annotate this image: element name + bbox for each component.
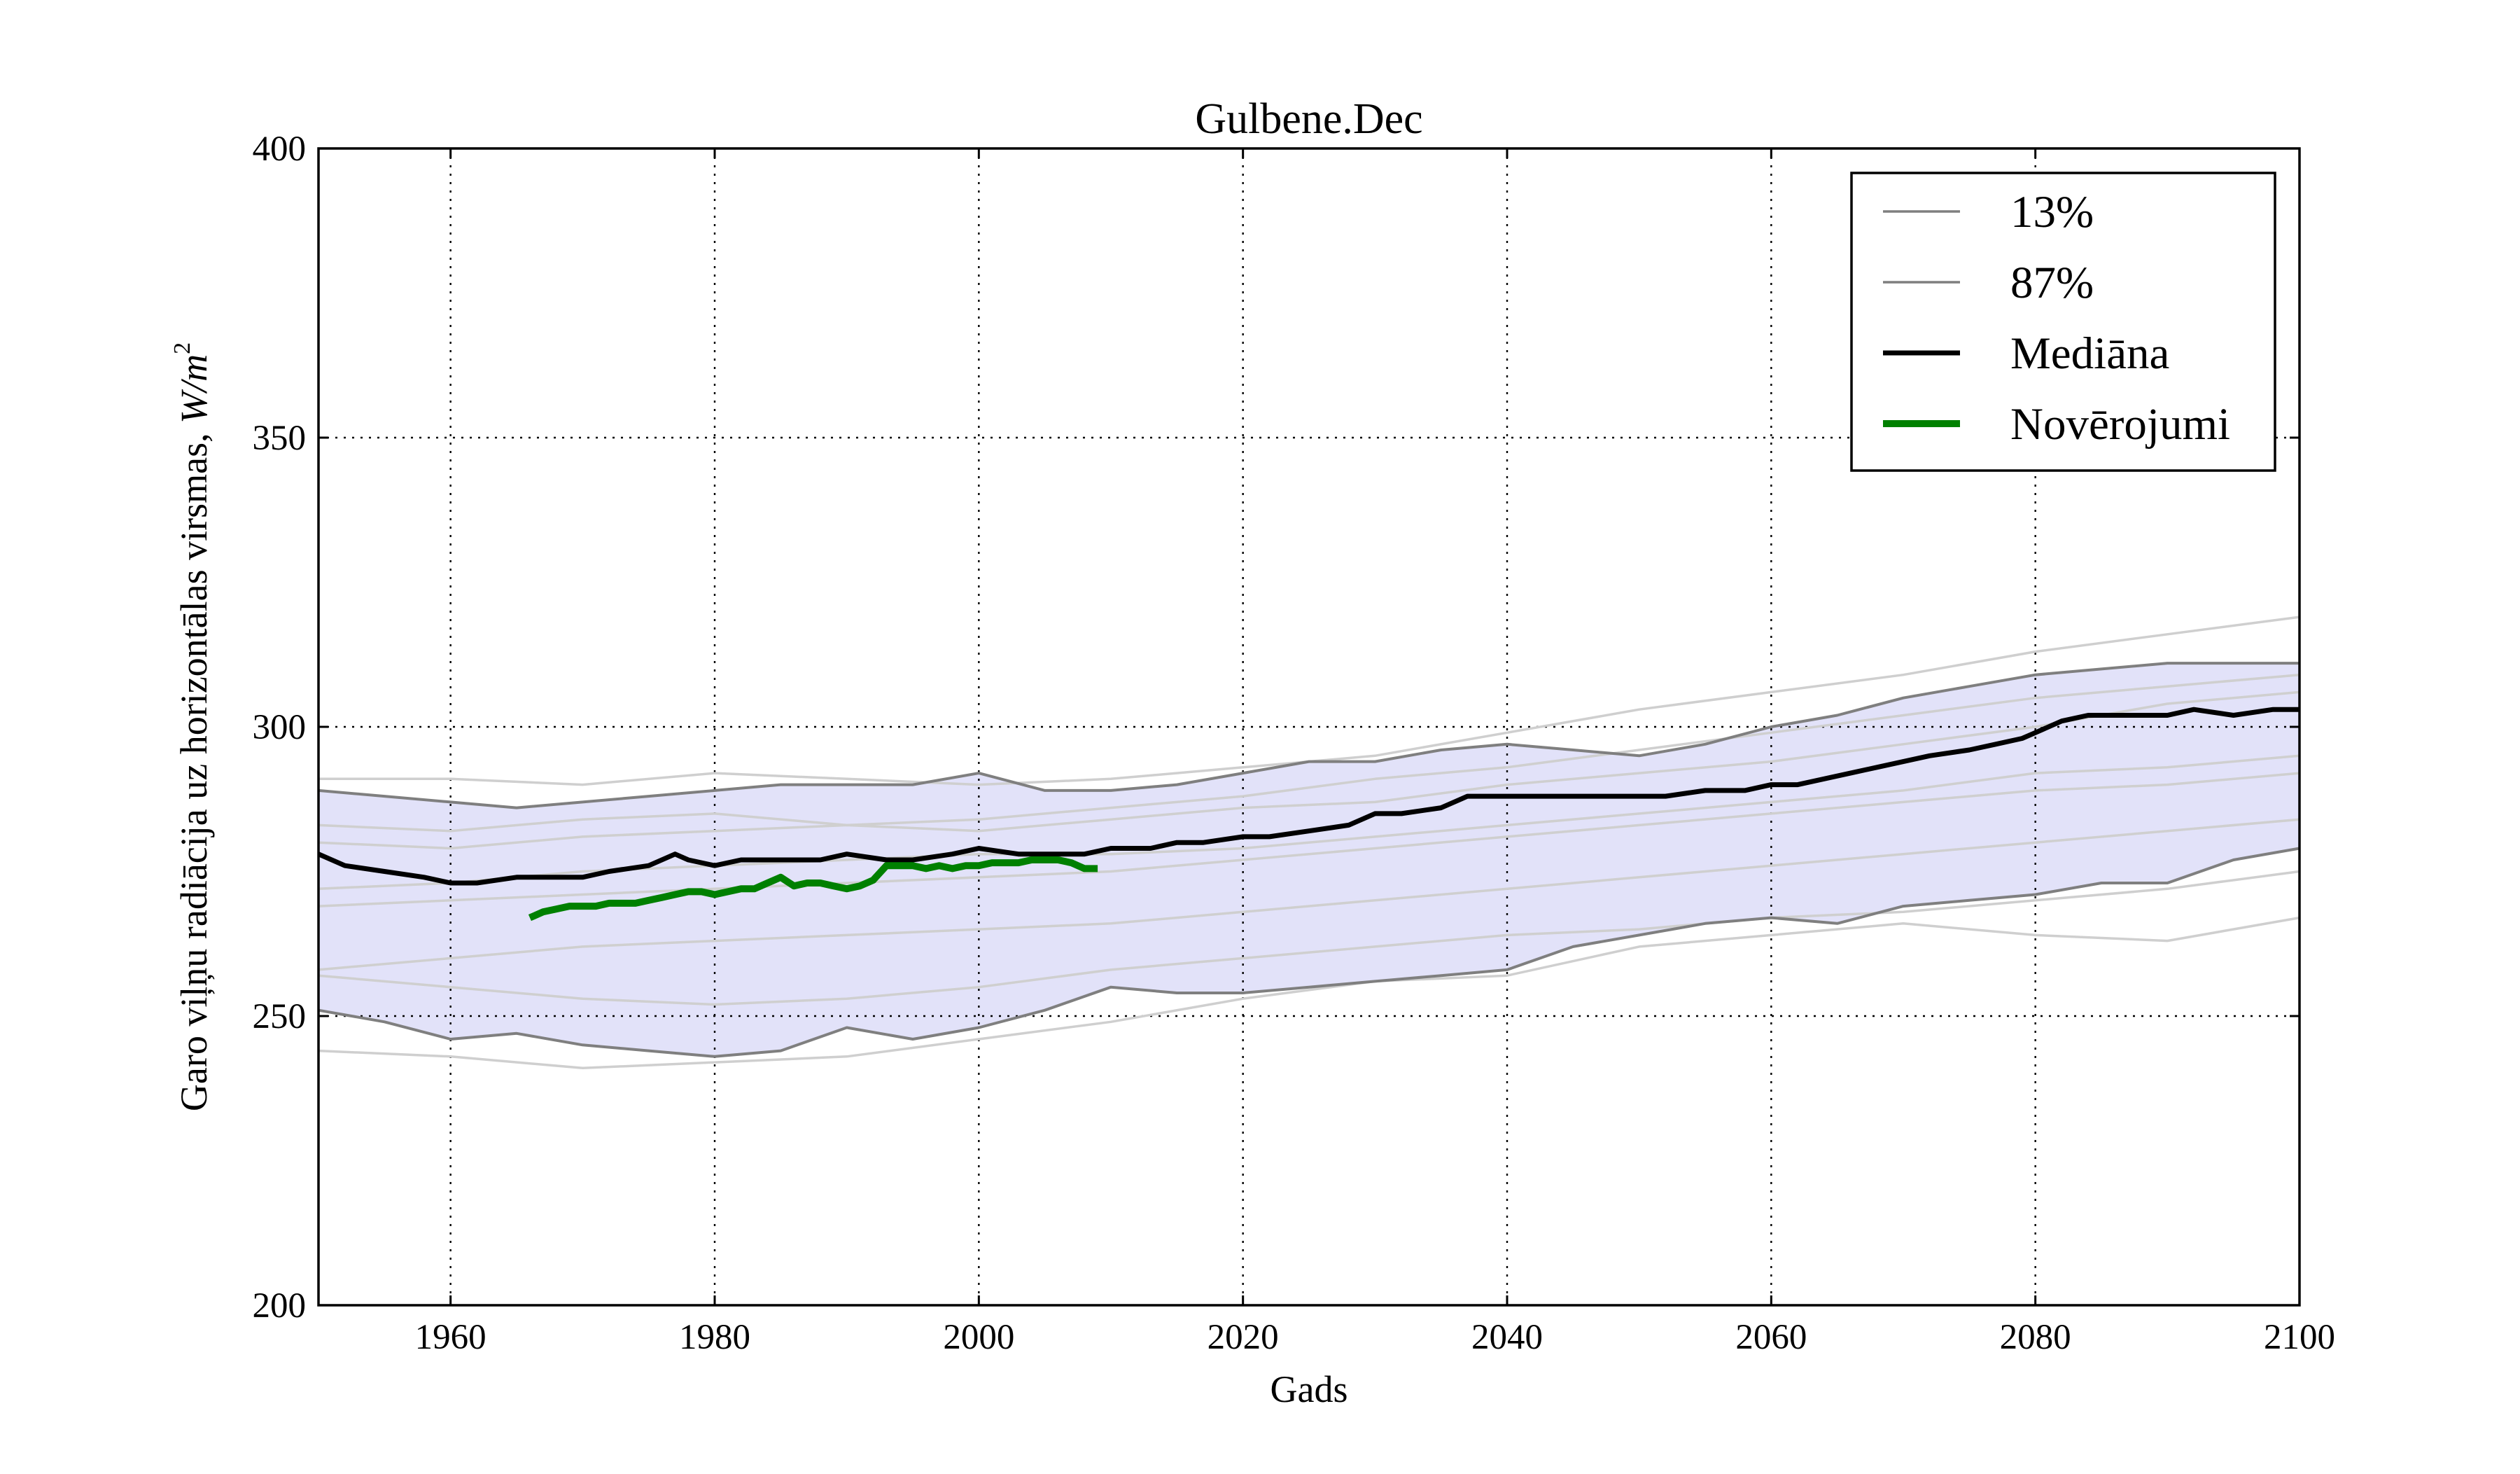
x-tick-label: 1960 (415, 1318, 486, 1357)
legend-label: Novērojumi (2010, 399, 2230, 450)
x-tick-label: 2020 (1208, 1318, 1279, 1357)
series-lines (317, 662, 2300, 1058)
series-line-13-percent (318, 847, 2300, 1058)
y-axis-label-unit: W/m (173, 354, 215, 424)
percentile-band-fill (318, 663, 2300, 1057)
x-tick-label: 2040 (1471, 1318, 1543, 1357)
legend-label: 87% (2010, 258, 2094, 308)
x-tick-label: 2100 (2264, 1318, 2335, 1357)
ensemble-member-line (318, 754, 2300, 891)
series-line-87-percent (318, 662, 2300, 809)
y-tick-label: 200 (253, 1286, 307, 1326)
ensemble-member-line (318, 772, 2300, 908)
ensemble-member-line (318, 916, 2300, 1070)
legend-label: 13% (2010, 187, 2094, 237)
legend: 13% 87% Mediāna Novērojumi (1850, 172, 2276, 472)
series-line-observations (528, 856, 1098, 922)
legend-entry-observations: Novērojumi (1883, 399, 2230, 450)
y-tick-label: 350 (253, 419, 307, 458)
legend-label: Mediāna (2010, 328, 2169, 379)
y-tick-label: 250 (253, 997, 307, 1036)
chart-title: Gulbene.Dec (1195, 95, 1422, 143)
ensemble-member-line (318, 673, 2300, 833)
ensemble-member-line (318, 690, 2300, 850)
percentile-band (318, 663, 2300, 1057)
legend-entry-13-percent: 13% (1883, 187, 2094, 237)
x-tick-label: 2000 (943, 1318, 1014, 1357)
y-axis-label-text: Garo viļņu radiācija uz horizontālas vir… (173, 424, 215, 1111)
y-axis-label-exponent: 2 (169, 342, 195, 354)
series-line-median (317, 707, 2300, 886)
x-tick-label: 2060 (1735, 1318, 1807, 1357)
ensemble-member-line (318, 818, 2300, 971)
x-tick-label: 1980 (679, 1318, 750, 1357)
ensemble-member-line (318, 870, 2300, 1006)
x-axis-label: Gads (1270, 1368, 1348, 1410)
legend-entry-median: Mediāna (1883, 328, 2169, 379)
legend-entry-87-percent: 87% (1883, 258, 2094, 308)
x-tick-label: 2080 (2000, 1318, 2071, 1357)
y-axis-label: Garo viļņu radiācija uz horizontālas vir… (169, 342, 215, 1111)
y-tick-label: 400 (253, 130, 307, 169)
axis-ticks: 1960 1980 2000 2020 2040 2060 2080 2100 200 250 30… (253, 130, 2336, 1357)
y-tick-label: 300 (253, 708, 307, 747)
